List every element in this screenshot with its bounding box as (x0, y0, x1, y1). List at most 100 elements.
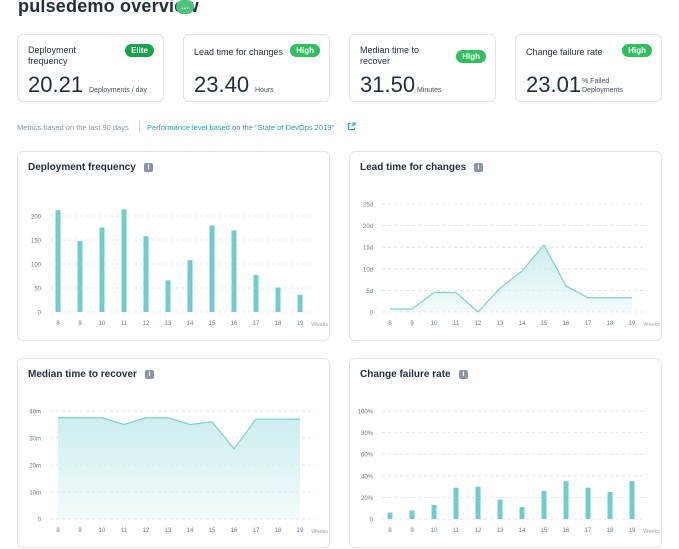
y-tick-label: 10d (363, 267, 373, 273)
bar[interactable] (121, 209, 127, 312)
bar[interactable] (143, 236, 149, 312)
bar[interactable] (519, 507, 525, 519)
x-axis-label: Weeks (643, 529, 660, 535)
kpi-value: 31.50 (360, 72, 416, 97)
chart-title: Median time to recover (28, 369, 137, 380)
bar[interactable] (99, 227, 105, 312)
kpi-badge: High (290, 44, 320, 57)
y-tick-label: 0 (38, 311, 42, 317)
x-tick-label: 14 (187, 321, 194, 327)
x-tick-label: 16 (231, 528, 238, 534)
y-tick-label: 150 (31, 239, 42, 245)
performance-level-link[interactable]: Performance level based on the "State of… (147, 123, 335, 132)
x-axis-label: Weeks (311, 322, 328, 328)
x-tick-label: 8 (56, 321, 60, 327)
bar[interactable] (187, 260, 193, 312)
kpi-card-median-time-to-recover: Median time to recover High 31.50 Minute… (349, 34, 496, 102)
bar[interactable] (475, 486, 481, 519)
kpi-value: 20.21 (28, 72, 84, 97)
metrics-note: Metrics based on the last 90 days (17, 123, 129, 132)
x-tick-label: 13 (165, 528, 172, 534)
area-fill (58, 417, 300, 519)
x-tick-label: 19 (297, 321, 304, 327)
info-icon[interactable]: i (459, 370, 468, 379)
bar[interactable] (297, 294, 303, 312)
x-tick-label: 16 (563, 321, 570, 327)
x-tick-label: 11 (453, 528, 460, 534)
kpi-unit: Hours (255, 87, 274, 94)
x-tick-label: 18 (607, 321, 614, 327)
bar[interactable] (563, 481, 569, 519)
y-tick-label: 50 (34, 287, 41, 293)
bar[interactable] (55, 210, 61, 312)
bar[interactable] (77, 240, 83, 312)
kpi-badge: High (456, 50, 486, 63)
x-tick-label: 11 (121, 528, 128, 534)
deployment-frequency-chart: 0 50 100 150 200 8 9 10 11 12 13 14 15 16 17 18 19 Weeks (31, 209, 328, 328)
x-tick-label: 14 (187, 528, 194, 534)
bar[interactable] (253, 275, 259, 312)
y-tick-label: 40m (29, 410, 41, 416)
y-tick-label: 30m (29, 437, 41, 443)
bar[interactable] (165, 280, 171, 312)
bar[interactable] (585, 487, 591, 519)
series-line[interactable] (58, 417, 300, 450)
y-tick-label: 10m (29, 491, 41, 497)
bar[interactable] (231, 230, 237, 312)
bar[interactable] (497, 499, 503, 519)
info-icon[interactable]: i (144, 163, 153, 172)
page-title: pulsedemo overview (18, 0, 199, 16)
kpi-card-deployment-frequency: Deployment frequency Elite 20.21 Deploym… (17, 34, 164, 102)
kpi-unit: % Failed Deployments (582, 78, 623, 94)
bar[interactable] (607, 492, 613, 519)
y-tick-label: 15d (363, 246, 373, 252)
y-tick-label: 100% (358, 410, 374, 416)
x-tick-label: 10 (99, 321, 106, 327)
note-divider (139, 121, 140, 133)
bar[interactable] (541, 490, 547, 519)
x-tick-label: 9 (410, 321, 414, 327)
x-tick-label: 13 (497, 528, 504, 534)
y-tick-label: 20m (29, 464, 41, 470)
kpi-value: 23.01 (526, 72, 582, 97)
x-tick-label: 13 (165, 321, 172, 327)
info-icon[interactable]: i (145, 370, 154, 379)
bar[interactable] (629, 481, 635, 519)
x-tick-label: 17 (585, 528, 592, 534)
x-tick-label: 10 (99, 528, 106, 534)
series-line[interactable] (390, 243, 632, 313)
x-tick-label: 9 (78, 321, 82, 327)
bar[interactable] (431, 504, 437, 519)
bar[interactable] (387, 512, 393, 519)
x-axis-label: Weeks (311, 529, 328, 535)
median-time-to-recover-chart: 0 10m 20m 30m 40m 8 9 10 11 12 13 14 15 16 17 18 19 Weeks (29, 410, 328, 536)
chart-card-median-time-to-recover: Median time to recover i 0 10m 20m 30m 40m 8 9… (17, 358, 330, 548)
x-tick-label: 14 (519, 321, 526, 327)
x-tick-label: 18 (275, 528, 282, 534)
x-tick-label: 19 (629, 321, 636, 327)
status-indicator-icon[interactable]: ... (176, 0, 194, 14)
bar[interactable] (209, 225, 215, 312)
kpi-label: Lead time for changes (194, 47, 284, 57)
y-tick-label: 20d (363, 224, 373, 230)
chart-title: Change failure rate (360, 369, 451, 380)
change-failure-rate-chart: 0 20% 40% 60% 80% 100% 8 9 10 11 12 13 14 15 16 17 18 19 W… (358, 410, 661, 536)
kpi-unit: Deployments / day (89, 87, 147, 94)
y-tick-label: 5d (366, 289, 373, 295)
kpi-label: Median time to recover (360, 45, 420, 66)
chart-card-lead-time: Lead time for changes i 0 5d 10d 15d 20d 25d 8… (349, 151, 662, 341)
x-tick-label: 14 (519, 528, 526, 534)
y-tick-label: 40% (361, 474, 374, 480)
info-icon[interactable]: i (474, 163, 483, 172)
bar[interactable] (275, 287, 281, 312)
x-tick-label: 19 (297, 528, 304, 534)
x-tick-label: 16 (563, 528, 570, 534)
bar[interactable] (453, 487, 459, 519)
x-tick-label: 12 (143, 528, 150, 534)
external-link-icon[interactable] (347, 122, 356, 131)
kpi-label: Deployment frequency (28, 45, 77, 66)
lead-time-chart: 0 5d 10d 15d 20d 25d 8 9 10 11 12 13 14 15 16 17 18 19 Wee… (363, 203, 660, 329)
y-tick-label: 100 (31, 263, 42, 269)
bar[interactable] (409, 510, 415, 519)
x-tick-label: 11 (453, 321, 460, 327)
